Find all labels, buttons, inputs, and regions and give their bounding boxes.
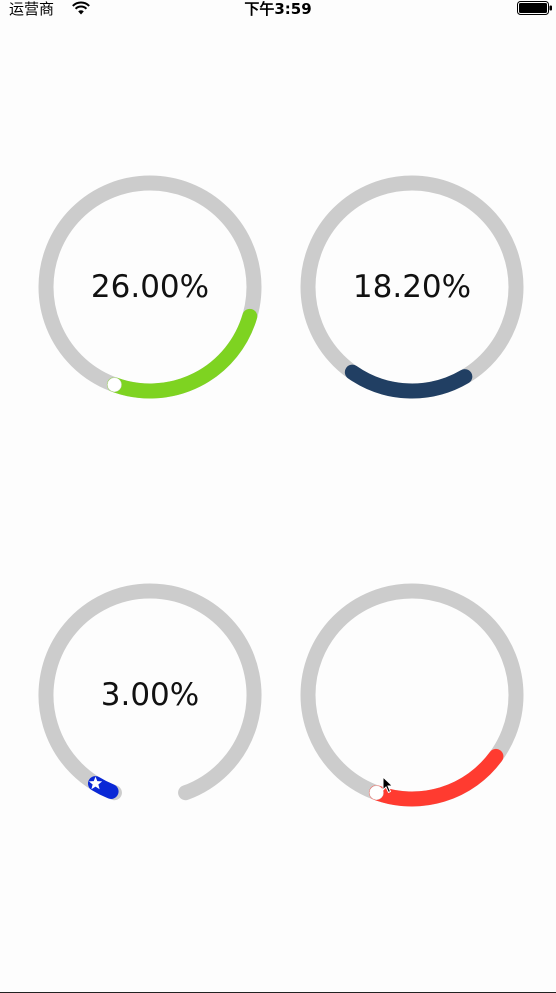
ring-2-progress	[344, 364, 473, 399]
status-bar: 运营商 下午3:59	[0, 0, 556, 20]
ring-2-graphic	[300, 175, 524, 399]
wifi-icon	[72, 1, 90, 15]
status-time: 下午3:59	[244, 0, 312, 18]
progress-ring-4[interactable]	[292, 575, 532, 815]
ring-1-progress	[106, 308, 258, 399]
progress-ring-1[interactable]: 26.00%	[30, 167, 270, 407]
ring-1-graphic	[38, 175, 262, 399]
ring-4-progress	[368, 748, 504, 807]
ring-3-star-thumb	[88, 776, 103, 790]
progress-ring-2[interactable]: 18.20%	[292, 167, 532, 407]
carrier-label: 运营商	[9, 0, 55, 18]
ring-4-graphic	[300, 583, 524, 807]
ring-3-track	[38, 583, 262, 801]
ring-1-thumb	[107, 377, 122, 392]
battery-icon	[517, 1, 552, 15]
progress-ring-3[interactable]: 3.00%	[30, 575, 270, 815]
ring-4-thumb	[369, 785, 384, 800]
ring-3-graphic	[38, 583, 262, 801]
mouse-pointer-icon	[382, 776, 394, 794]
ring-2-track	[300, 175, 524, 399]
